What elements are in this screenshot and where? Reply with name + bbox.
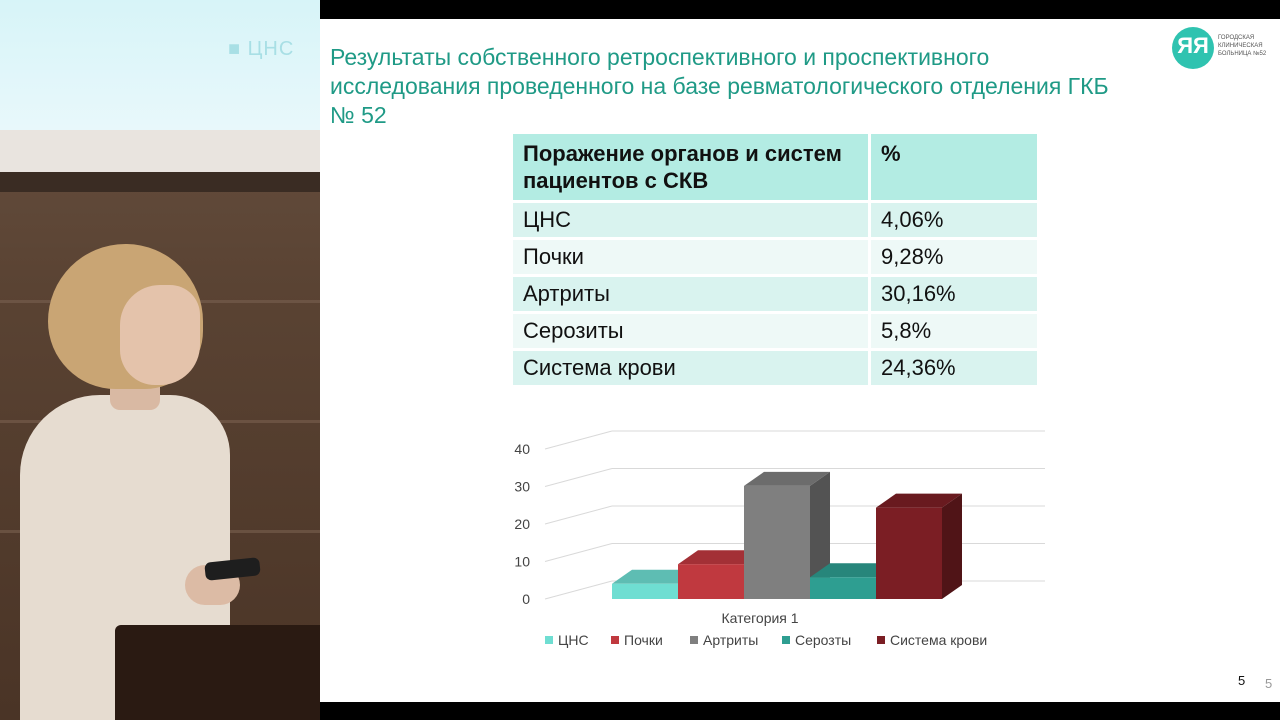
slide-title: Результаты собственного ретроспективного… (330, 44, 1109, 128)
logo-text: ГОРОДСКАЯ КЛИНИЧЕСКАЯ БОЛЬНИЦА №52 (1218, 35, 1267, 57)
y-tick-label: 10 (514, 554, 530, 570)
legend-swatch (877, 636, 885, 644)
legend-swatch (782, 636, 790, 644)
legend-item: Серозты (782, 632, 851, 648)
table-row: Артриты 30,16% (513, 277, 1037, 311)
bar-артриты (744, 471, 830, 599)
y-tick-label: 20 (514, 516, 530, 532)
legend-item: Почки (611, 632, 663, 648)
gridline-side (544, 505, 613, 525)
outer-page-number: 5 (1265, 676, 1273, 691)
camera-view: ■ ЦНС (0, 0, 320, 720)
screen-frame (0, 130, 320, 172)
gridline-side (544, 580, 613, 600)
logo-mark-icon: ЯЯ (1177, 33, 1209, 58)
table-row: Система крови 24,36% (513, 351, 1037, 385)
table-cell: Серозиты (513, 314, 871, 348)
bar-система-крови (876, 493, 962, 599)
table-cell: ЦНС (513, 203, 871, 237)
projector-text: ■ ЦНС (228, 38, 295, 60)
y-tick-label: 0 (522, 591, 530, 607)
table-row: ЦНС 4,06% (513, 203, 1037, 237)
gridline-side (544, 543, 613, 562)
table-cell: 30,16% (871, 277, 1037, 311)
table-cell: 24,36% (871, 351, 1037, 385)
legend-label: Почки (624, 632, 663, 648)
table-cell: 5,8% (871, 314, 1037, 348)
legend-swatch (545, 636, 553, 644)
legend-item: ЦНС (545, 632, 589, 648)
table-cell: 9,28% (871, 240, 1037, 274)
bar-chart: 0 10 20 30 40 Категория 1 ЦНС Почки Артриты Сер… (514, 430, 1045, 648)
y-tick-label: 40 (514, 441, 530, 457)
table-cell: Почки (513, 240, 871, 274)
legend-label: ЦНС (558, 632, 589, 648)
data-table: Поражение органов и систем пациентов с С… (513, 131, 1037, 388)
gridline-side (544, 430, 613, 450)
speaker-face (120, 285, 200, 385)
slide: Результаты собственного ретроспективного… (320, 19, 1280, 702)
legend-swatch (611, 636, 619, 644)
legend-swatch (690, 636, 698, 644)
slide-page-number: 5 (1238, 673, 1246, 688)
logo-circle-icon (1172, 27, 1214, 69)
table-row: Почки 9,28% (513, 240, 1037, 274)
screen-frame-bottom (0, 172, 320, 192)
podium (115, 625, 320, 720)
table-cell: Система крови (513, 351, 871, 385)
table-cell: 4,06% (871, 203, 1037, 237)
projector-screen: ■ ЦНС (0, 0, 320, 130)
legend-label: Артриты (703, 632, 758, 648)
y-tick-label: 30 (514, 479, 530, 495)
table-header-cell: % (871, 134, 1037, 200)
table-header-row: Поражение органов и систем пациентов с С… (513, 134, 1037, 200)
table-row: Серозиты 5,8% (513, 314, 1037, 348)
hospital-logo: ЯЯ ГОРОДСКАЯ КЛИНИЧЕСКАЯ БОЛЬНИЦА №52 (1172, 27, 1272, 71)
chart-legend: ЦНС Почки Артриты Серозты Система крови (545, 632, 987, 648)
legend-item: Артриты (690, 632, 758, 648)
bar-серозты (810, 563, 896, 599)
legend-label: Система крови (890, 632, 987, 648)
table-cell: Артриты (513, 277, 871, 311)
legend-label: Серозты (795, 632, 851, 648)
table-header-cell: Поражение органов и систем пациентов с С… (513, 134, 871, 200)
legend-item: Система крови (877, 632, 987, 648)
chart-x-label: Категория 1 (721, 610, 798, 626)
chart-bars (612, 471, 962, 599)
chart-y-ticks: 0 10 20 30 40 (514, 441, 530, 607)
gridline-side (544, 468, 613, 487)
